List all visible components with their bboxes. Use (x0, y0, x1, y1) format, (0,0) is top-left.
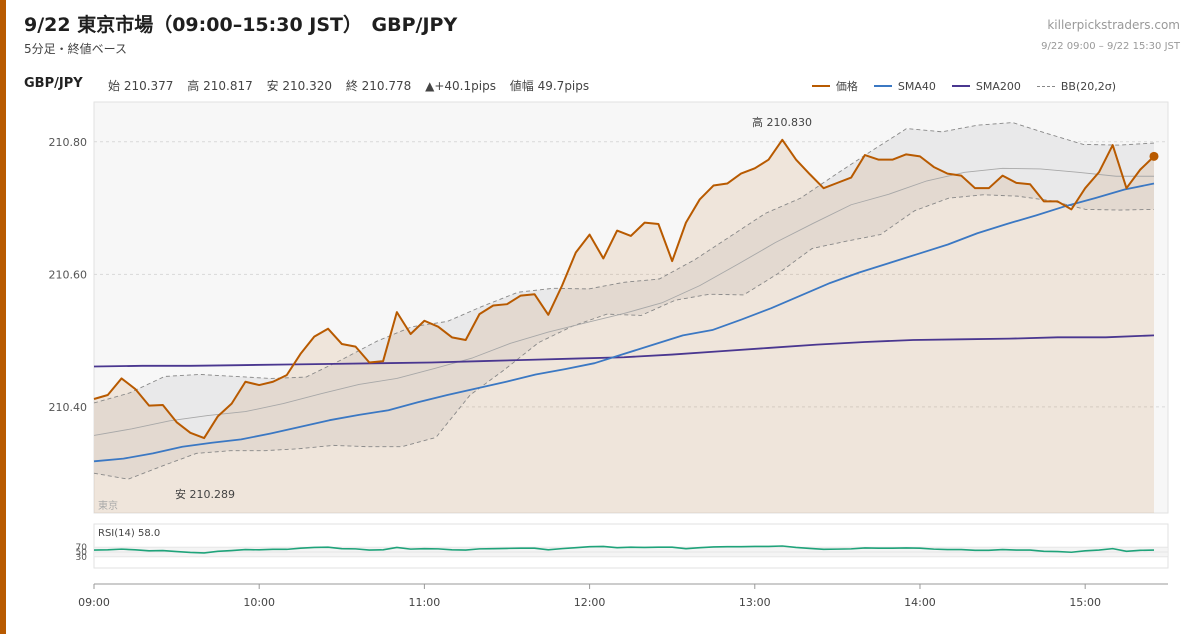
rsi-line (93, 545, 1155, 554)
bb-middle-line (93, 167, 1154, 436)
low-annotation: 安 210.289 (175, 487, 235, 501)
legend-item-price[interactable]: 価格 (811, 78, 858, 94)
date-range: 9/22 09:00 – 9/22 15:30 JST (1041, 41, 1180, 52)
y-tick-label: 210.80 (49, 136, 88, 149)
ohlc-stats: 始 210.377 高 210.817 安 210.320 終 210.778 … (108, 77, 599, 94)
x-tick-label: 12:00 (574, 596, 606, 609)
legend-swatch-sma40 (873, 85, 892, 87)
legend-label-sma40: SMA40 (897, 79, 936, 93)
high-annotation: 高 210.830 (752, 115, 812, 129)
legend-label-bb: BB(20,2σ) (1060, 79, 1116, 93)
stat-high: 高 210.817 (187, 79, 253, 93)
stat-open: 始 210.377 (108, 79, 174, 93)
pair-label: GBP/JPY (24, 76, 83, 91)
site-name[interactable]: killerpickstraders.com (1047, 18, 1180, 32)
stat-close: 終 210.778 (345, 79, 412, 93)
stat-change: ▲+40.1pips (425, 79, 496, 93)
legend-label-price: 価格 (835, 80, 858, 93)
stat-low: 安 210.320 (266, 79, 333, 93)
session-label: 東京 (98, 499, 118, 512)
rsi-panel (93, 523, 1169, 569)
legend-label-sma200: SMA200 (975, 79, 1021, 93)
y-tick-label: 210.40 (49, 401, 88, 414)
x-tick-label: 11:00 (409, 596, 441, 609)
price-area-fill (94, 139, 1154, 514)
bb-upper-line (93, 122, 1155, 404)
sma40-line (93, 182, 1155, 463)
page-title: 9/22 東京市場（09:00–15:30 JST） GBP/JPY (24, 14, 458, 36)
price-line (93, 138, 1155, 440)
y-tick-label: 210.60 (49, 268, 88, 281)
sma200-line (93, 334, 1155, 368)
rsi-tick-label: 50 (76, 548, 88, 558)
legend-swatch-price (811, 85, 830, 87)
x-tick-label: 15:00 (1069, 596, 1101, 609)
page-subtitle: 5分足・終値ベース (24, 42, 128, 56)
bb-band-fill (94, 122, 1154, 479)
legend-item-bb[interactable]: BB(20,2σ) (1036, 79, 1116, 93)
x-tick-label: 09:00 (78, 596, 110, 609)
legend-item-sma40[interactable]: SMA40 (873, 79, 936, 93)
rsi-tick-label: 70 (76, 543, 88, 553)
rsi-tick-label: 30 (76, 553, 88, 563)
stat-range: 値幅 49.7pips (509, 79, 590, 93)
legend-swatch-bb (1036, 85, 1055, 87)
legend-item-sma200[interactable]: SMA200 (951, 79, 1021, 93)
rsi-label: RSI(14) 58.0 (98, 528, 160, 539)
accent-bar (0, 0, 6, 634)
bb-lower-line (93, 194, 1155, 480)
x-tick-label: 10:00 (243, 596, 275, 609)
legend-swatch-sma200 (951, 85, 970, 87)
x-tick-label: 13:00 (739, 596, 771, 609)
chart-legend: 価格 SMA40 SMA200 BB(20,2σ) (811, 78, 1116, 94)
last-price-marker (1149, 151, 1159, 161)
x-tick-label: 14:00 (904, 596, 936, 609)
